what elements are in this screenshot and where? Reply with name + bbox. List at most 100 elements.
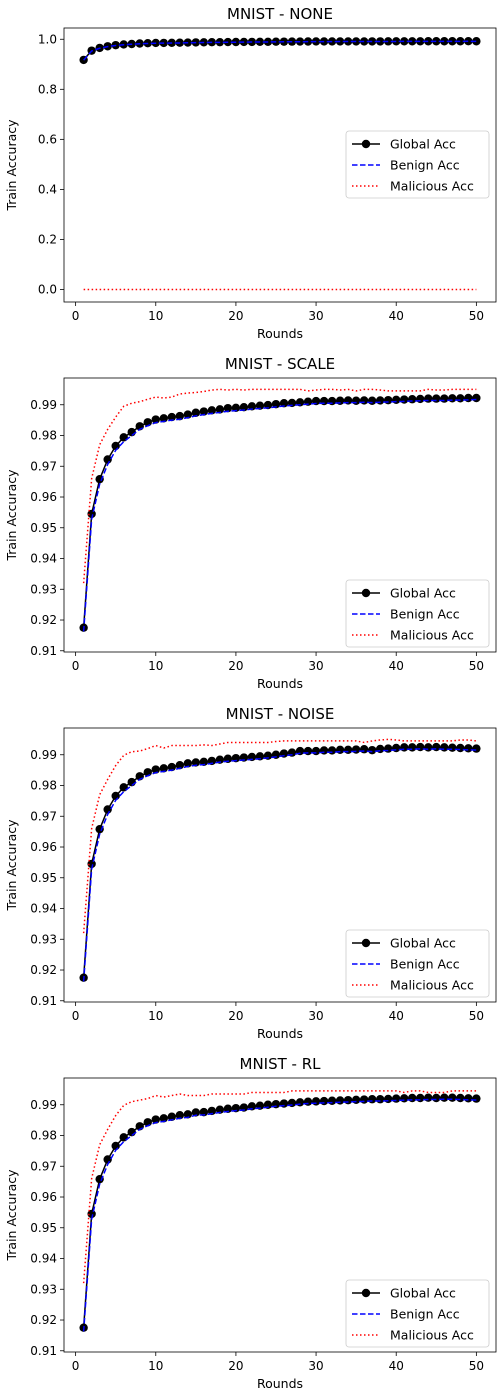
plot-frame [63,27,497,303]
data-point-global-acc [103,1155,112,1164]
data-point-global-acc [408,743,417,752]
data-point-global-acc [191,408,201,417]
x-tick-label: 50 [469,1359,484,1373]
y-tick-label: 0.97 [30,809,57,823]
data-point-global-acc [231,403,241,413]
data-point-global-acc [448,743,457,752]
data-point-global-acc [159,1114,168,1123]
data-point-global-acc [408,1093,417,1103]
data-point-global-acc [367,745,377,755]
data-point-global-acc [303,746,313,756]
data-point-global-acc [464,393,473,403]
legend-label: Malicious Acc [390,179,474,194]
data-point-global-acc [464,37,473,46]
y-tick-label: 0.93 [30,582,57,596]
x-axis-label: Rounds [257,1026,303,1041]
chart-panel-3: MNIST - NOISE 0 10 20 30 40 50 0.91 0.92 0.93 0.94… [4,705,497,1041]
plot-frame [63,1077,497,1353]
data-point-global-acc [448,394,457,403]
y-tick-label: 0.6 [38,132,57,146]
data-point-global-acc [343,1095,353,1105]
y-tick-label: 0.92 [30,613,57,627]
data-point-global-acc [207,406,217,415]
data-point-global-acc [424,743,433,752]
legend-box [345,130,490,199]
data-point-global-acc [199,757,209,767]
y-tick-label: 0.97 [30,459,57,473]
legend-swatch-marker [361,139,371,149]
legend: Global Acc Benign Acc Malicious Acc [345,130,490,199]
data-point-global-acc [359,396,369,405]
x-tick-label: 0 [72,309,80,323]
y-tick-label: 0.95 [30,521,57,535]
data-point-global-acc [351,396,361,405]
data-point-global-acc [440,37,449,46]
data-point-global-acc [255,401,265,410]
data-point-global-acc [392,1094,401,1103]
series-line-benign-acc [82,748,477,982]
data-point-global-acc [359,745,369,754]
x-tick-label: 10 [148,309,163,323]
y-tick-label: 0.93 [30,1282,57,1296]
data-point-global-acc [392,395,401,405]
data-point-global-acc [159,764,168,773]
x-tick-label: 20 [228,309,243,323]
data-point-global-acc [456,743,465,753]
data-point-global-acc [223,1104,233,1113]
data-point-global-acc [408,37,417,46]
y-tick-label: 0.95 [30,871,57,885]
x-tick-label: 0 [72,659,80,673]
data-point-global-acc [311,1097,321,1106]
data-point-global-acc [456,394,465,403]
data-point-global-acc [464,1094,473,1103]
x-tick-label: 40 [389,1009,404,1023]
data-point-global-acc [384,1094,393,1104]
data-point-global-acc [151,1115,160,1124]
data-point-global-acc [191,758,201,767]
y-tick-label: 0.2 [38,232,57,246]
legend-swatch-marker [361,588,371,598]
plot-frame [63,727,497,1003]
data-point-global-acc [416,37,425,46]
data-point-global-acc [400,395,409,404]
y-tick-label: 0.91 [30,1344,57,1358]
series-group [79,1090,481,1332]
y-axis-label: Train Accuracy [4,119,19,212]
data-point-global-acc [271,399,281,409]
y-tick-label: 0.96 [30,1190,57,1204]
legend-box [345,579,490,648]
data-point-global-acc [327,396,337,406]
legend-box [345,1279,490,1348]
y-tick-label: 0.0 [38,282,57,296]
x-tick-label: 50 [469,309,484,323]
x-tick-label: 30 [308,309,323,323]
data-point-global-acc [319,1096,329,1106]
y-tick-label: 0.91 [30,994,57,1008]
y-tick-label: 0.99 [30,1098,57,1112]
data-point-global-acc [263,400,273,410]
y-tick-label: 0.96 [30,840,57,854]
x-tick-label: 30 [308,659,323,673]
data-point-global-acc [279,399,289,408]
y-axis-label: Train Accuracy [4,1169,19,1262]
data-point-global-acc [384,744,393,753]
data-point-global-acc [199,407,209,416]
data-point-global-acc [400,1094,409,1103]
legend-swatch-marker [361,938,371,948]
y-tick-label: 0.98 [30,779,57,793]
legend-label: Global Acc [390,1286,456,1301]
data-point-global-acc [456,37,465,46]
data-point-global-acc [159,414,168,423]
x-axis-label: Rounds [257,676,303,691]
data-point-global-acc [392,37,401,46]
data-point-global-acc [319,746,329,755]
legend-label: Benign Acc [390,158,460,173]
data-point-global-acc [367,396,377,405]
data-point-global-acc [448,37,457,46]
data-point-global-acc [424,394,433,403]
data-point-global-acc [472,744,481,753]
y-tick-label: 0.99 [30,398,57,412]
data-point-global-acc [183,759,193,768]
data-point-global-acc [351,1095,361,1105]
data-point-global-acc [175,1111,185,1120]
